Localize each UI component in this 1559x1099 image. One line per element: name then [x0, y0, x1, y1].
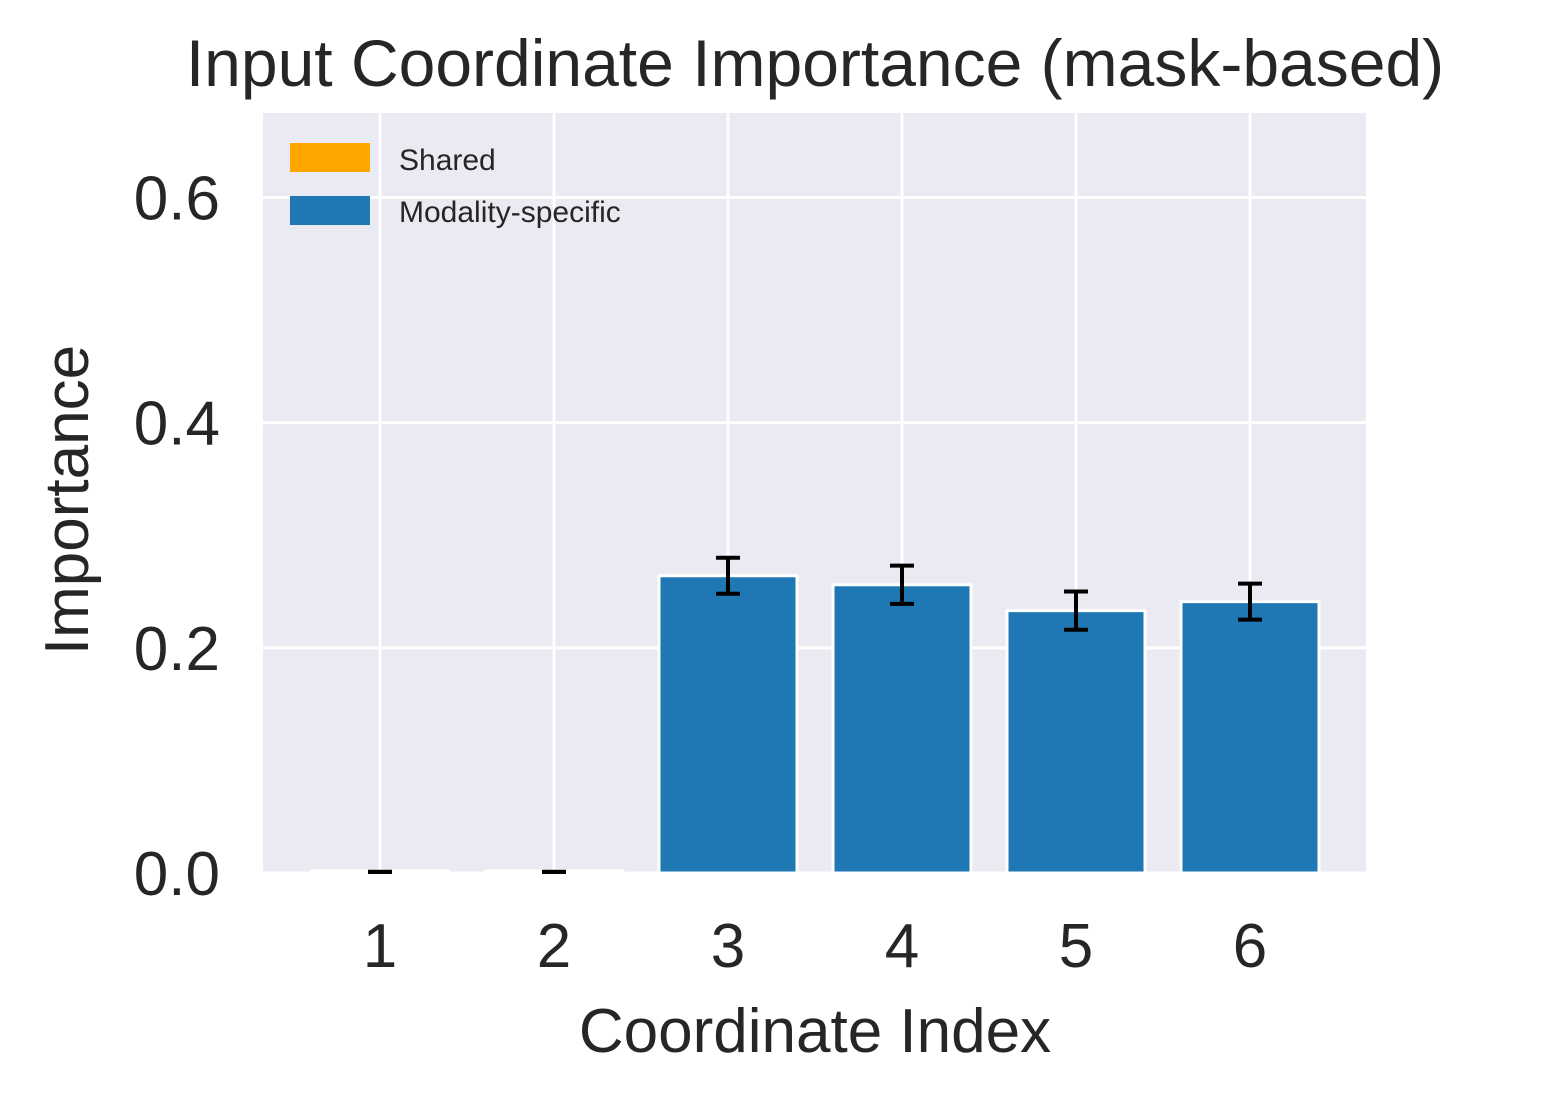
x-tick-label: 3: [711, 912, 745, 981]
y-tick-label: 0.4: [134, 390, 220, 459]
legend-swatch-modality-specific: [290, 196, 370, 225]
bars: [309, 574, 1321, 875]
y-tick-labels: 0.0 0.2 0.4 0.6: [134, 164, 220, 909]
error-bar-modality-specific-3: [716, 555, 740, 596]
bar-modality-specific-4: [831, 583, 973, 875]
y-tick-label: 0.0: [134, 840, 220, 909]
x-axis-label: Coordinate Index: [579, 997, 1051, 1066]
legend-label-shared: Shared: [399, 144, 496, 177]
y-tick-label: 0.6: [134, 164, 220, 233]
error-bar-modality-specific-6: [1238, 581, 1262, 622]
error-bars: [368, 555, 1262, 874]
legend-label-modality-specific: Modality-specific: [399, 196, 621, 229]
error-bar-modality-specific-4: [890, 563, 914, 606]
x-tick-label: 2: [537, 912, 571, 981]
bar-modality-specific-3: [657, 574, 799, 875]
y-tick-label: 0.2: [134, 615, 220, 684]
x-tick-labels: 1 2 3 4 5 6: [363, 912, 1267, 981]
x-tick-label: 4: [885, 912, 919, 981]
bar-modality-specific-5: [1005, 609, 1147, 875]
y-axis-label: Importance: [33, 345, 102, 655]
chart-title: Input Coordinate Importance (mask-based): [186, 26, 1444, 100]
bar-modality-specific-6: [1179, 600, 1321, 875]
error-bar-modality-specific-5: [1064, 589, 1088, 632]
legend: Shared Modality-specific: [290, 143, 621, 229]
x-tick-label: 6: [1233, 912, 1267, 981]
legend-swatch-shared: [290, 143, 370, 172]
x-tick-label: 5: [1059, 912, 1093, 981]
x-tick-label: 1: [363, 912, 397, 981]
